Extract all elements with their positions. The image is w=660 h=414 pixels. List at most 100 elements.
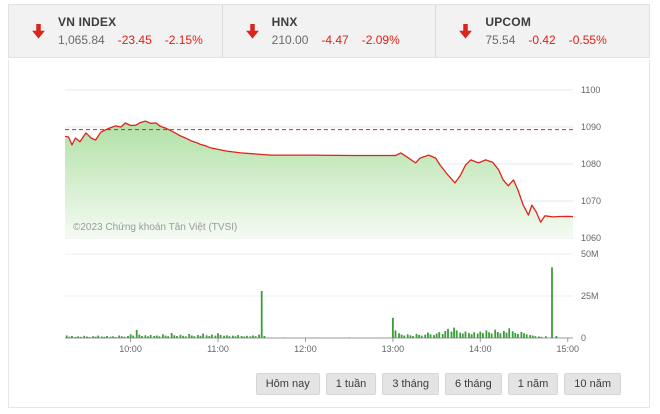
volume-bar (141, 336, 143, 338)
volume-bar (555, 336, 558, 338)
volume-bar (225, 335, 228, 338)
price-area (65, 121, 573, 238)
volume-bar (415, 333, 418, 338)
volume-bar (149, 335, 152, 338)
timeframe-button-6-thang[interactable]: 6 tháng (445, 373, 502, 395)
index-name: UPCOM (485, 15, 532, 29)
volume-bar (120, 336, 123, 338)
volume-bar (173, 335, 176, 338)
index-values: 210.00 -4.47 -2.09% (272, 33, 400, 47)
volume-bar (540, 336, 543, 338)
volume-bar (409, 335, 412, 338)
volume-bar (197, 335, 199, 338)
volume-bar (485, 330, 488, 338)
volume-bar (219, 335, 222, 338)
volume-bar (217, 333, 219, 338)
volume-bar (147, 336, 149, 338)
volume-bar (398, 333, 400, 338)
timeframe-button-hom-nay[interactable]: Hôm nay (255, 373, 320, 395)
x-axis-label: 12:00 (294, 344, 317, 354)
timeframe-selector: Hôm nay 1 tuần 3 tháng 6 tháng 1 năm 10 … (255, 373, 621, 395)
index-ticker-bar: VN INDEX 1,065.84 -23.45 -2.15% HNX 210.… (8, 4, 650, 58)
timeframe-button-3-thang[interactable]: 3 tháng (382, 373, 440, 395)
volume-bar (482, 333, 484, 338)
volume-bar (447, 328, 449, 338)
timeframe-button-1-nam[interactable]: 1 năm (507, 373, 559, 395)
volume-bar (258, 334, 260, 338)
volume-bar (392, 317, 394, 338)
volume-bar (503, 330, 505, 338)
timeframe-button-1-tuan[interactable]: 1 tuần (325, 373, 377, 395)
volume-bar (348, 337, 351, 338)
volume-bar (254, 336, 257, 338)
index-change: -0.42 (528, 33, 556, 47)
volume-bar (74, 337, 77, 338)
volume-bar (424, 334, 427, 338)
index-change: -23.45 (117, 33, 152, 47)
volume-bar (240, 336, 243, 338)
price-axis-label: 1080 (581, 159, 601, 169)
volume-bar (237, 335, 239, 338)
volume-axis-label: 0 (581, 333, 586, 343)
volume-bar (545, 336, 547, 338)
volume-bar (496, 332, 499, 338)
volume-bar (523, 333, 525, 338)
volume-bar (94, 336, 97, 338)
volume-bar (123, 336, 126, 338)
volume-bar (534, 336, 537, 338)
volume-bar (202, 333, 204, 338)
index-price: 210.00 (271, 33, 309, 47)
volume-bar (164, 335, 167, 338)
volume-bar (470, 334, 473, 338)
volume-bar (214, 335, 217, 338)
volume-bar (223, 335, 225, 338)
volume-bar (508, 328, 511, 338)
volume-bar (100, 336, 103, 338)
volume-bar (199, 335, 202, 338)
ticker-vnindex[interactable]: VN INDEX 1,065.84 -23.45 -2.15% (9, 5, 223, 57)
volume-bar (551, 267, 553, 338)
volume-bar (106, 336, 108, 338)
volume-bar (517, 334, 519, 338)
volume-bar (158, 336, 161, 338)
volume-bar (83, 335, 86, 338)
volume-bar (263, 336, 266, 338)
volume-bar (129, 334, 132, 338)
volume-bar (184, 336, 187, 338)
index-price: 1,065.84 (58, 33, 105, 47)
volume-bar (135, 329, 138, 338)
volume-bar (525, 334, 528, 338)
down-arrow-icon (245, 23, 259, 39)
volume-bar (438, 332, 441, 338)
x-axis-label: 10:00 (119, 344, 142, 354)
index-name: VN INDEX (58, 15, 117, 29)
volume-bar (260, 291, 263, 338)
ticker-hnx[interactable]: HNX 210.00 -4.47 -2.09% (223, 5, 437, 57)
ticker-upcom[interactable]: UPCOM 75.54 -0.42 -0.55% (436, 5, 649, 57)
volume-bar (429, 334, 432, 338)
volume-axis-label: 50M (581, 249, 599, 259)
volume-bar (459, 332, 462, 338)
index-price: 75.54 (485, 33, 516, 47)
index-change-percent: -2.09% (361, 33, 400, 47)
volume-bar (234, 336, 237, 338)
price-axis-label: 1100 (581, 85, 600, 95)
volume-bar (427, 332, 429, 338)
timeframe-button-10-nam[interactable]: 10 năm (564, 373, 621, 395)
volume-bar (97, 335, 100, 338)
price-volume-chart: 1100 1090 1080 1070 1060 50M 25M 0 10:00 11:00 12:… (64, 85, 601, 354)
index-values: 75.54 -0.42 -0.55% (485, 33, 606, 47)
volume-bar (453, 327, 455, 338)
ticker-info: HNX 210.00 -4.47 -2.09% (272, 15, 400, 47)
volume-bar (505, 332, 508, 338)
volume-bar (444, 330, 447, 338)
volume-bar (246, 335, 248, 338)
x-axis-label: 14:00 (469, 344, 492, 354)
chart-panel: 1100 1090 1080 1070 1060 50M 25M 0 10:00 11:00 12:… (8, 60, 650, 408)
volume-bar (249, 336, 252, 338)
volume-bar (394, 330, 397, 338)
volume-axis-label: 25M (581, 291, 599, 301)
volume-bar (490, 333, 493, 338)
volume-bar (190, 335, 193, 338)
